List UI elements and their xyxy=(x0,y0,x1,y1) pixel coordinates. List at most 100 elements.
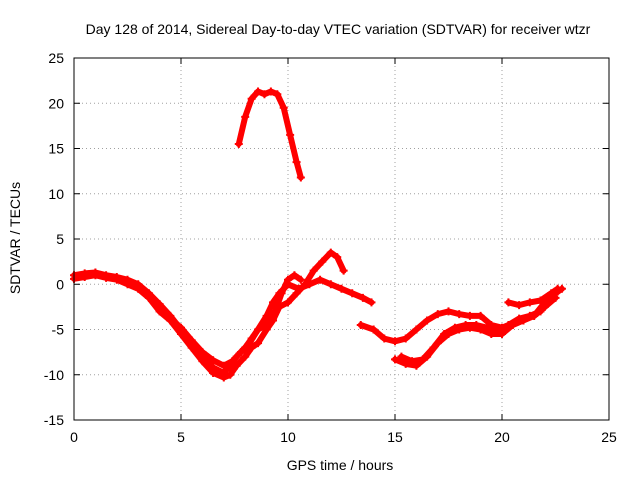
data-point xyxy=(284,298,292,307)
data-point xyxy=(408,357,417,366)
chart-title: Day 128 of 2014, Sidereal Day-to-day VTE… xyxy=(86,21,591,37)
series-trace xyxy=(156,276,375,369)
data-point xyxy=(198,348,207,357)
data-point xyxy=(155,305,164,314)
data-point xyxy=(80,273,89,282)
x-tick-label: 0 xyxy=(70,429,78,445)
data-point xyxy=(333,253,342,262)
y-tick-label: 10 xyxy=(48,186,64,202)
series-trace xyxy=(398,288,561,365)
data-point xyxy=(318,257,327,266)
data-point xyxy=(269,316,278,325)
data-point xyxy=(296,173,305,182)
data-point xyxy=(476,311,485,320)
data-point xyxy=(247,94,256,103)
y-tick-label: 20 xyxy=(48,95,64,111)
data-point xyxy=(134,284,143,293)
data-point xyxy=(294,284,303,293)
data-point xyxy=(309,266,318,275)
y-axis-label: SDTVAR / TECUs xyxy=(7,182,23,294)
x-tick-label: 10 xyxy=(280,429,296,445)
data-point xyxy=(286,130,295,139)
data-point xyxy=(483,323,492,332)
data-point xyxy=(254,339,263,348)
data-point xyxy=(241,352,250,361)
data-point xyxy=(305,280,314,289)
x-tick-label: 5 xyxy=(177,429,185,445)
data-point xyxy=(226,370,235,379)
data-point xyxy=(553,284,562,293)
data-point xyxy=(348,289,357,298)
data-point xyxy=(525,311,534,320)
data-point xyxy=(504,320,513,329)
y-tick-label: -5 xyxy=(52,322,65,338)
data-point xyxy=(254,87,263,96)
data-point xyxy=(423,316,432,325)
data-point xyxy=(367,298,376,307)
data-point xyxy=(198,357,207,366)
data-point xyxy=(187,336,196,345)
data-point xyxy=(245,339,254,348)
data-point xyxy=(356,320,365,329)
data-point xyxy=(254,325,263,334)
data-point xyxy=(547,289,556,298)
y-tick-label: 15 xyxy=(48,141,64,157)
data-point xyxy=(515,301,524,310)
data-point xyxy=(391,337,399,346)
data-point xyxy=(112,275,121,284)
data-point xyxy=(269,298,278,307)
y-tick-label: -10 xyxy=(44,367,64,383)
data-point xyxy=(536,307,545,316)
data-point xyxy=(369,325,378,334)
data-point xyxy=(236,348,245,357)
data-point xyxy=(273,90,282,99)
data-point xyxy=(440,330,449,339)
data-point xyxy=(391,355,399,364)
data-point xyxy=(429,343,438,352)
y-tick-label: 0 xyxy=(56,276,64,292)
data-point xyxy=(166,314,175,323)
data-point xyxy=(275,302,284,311)
series-arc-4 xyxy=(155,275,376,370)
data-point xyxy=(455,310,464,319)
data-point xyxy=(337,284,346,293)
data-point xyxy=(292,158,301,167)
data-point xyxy=(102,273,111,282)
data-point xyxy=(493,325,502,334)
series-arc-7 xyxy=(397,287,562,366)
data-point xyxy=(209,368,218,377)
data-point xyxy=(275,289,284,298)
data-point xyxy=(260,90,269,99)
data-point xyxy=(461,320,470,329)
data-point xyxy=(472,320,481,329)
data-point xyxy=(536,296,545,305)
data-point xyxy=(412,325,421,334)
data-point xyxy=(504,298,513,307)
data-point xyxy=(209,356,218,365)
grid xyxy=(74,58,609,420)
data-point xyxy=(219,361,228,370)
y-tick-label: 5 xyxy=(56,231,64,247)
axis-ticks: 0 5 10 15 20 25 -15 -10 -5 0 5 10 15 20 25 xyxy=(44,50,617,445)
data-point xyxy=(219,373,228,382)
x-axis-label: GPS time / hours xyxy=(287,457,394,473)
data-point xyxy=(444,307,453,316)
data-point xyxy=(418,355,427,364)
series-arc-8 xyxy=(504,284,562,310)
data-point xyxy=(433,310,442,319)
data-point xyxy=(228,357,237,366)
data-point xyxy=(465,311,474,320)
x-tick-label: 15 xyxy=(387,429,403,445)
data-point xyxy=(450,323,459,332)
data-point xyxy=(296,275,305,284)
data-point xyxy=(358,293,367,302)
data-point xyxy=(397,352,406,361)
data-point xyxy=(234,139,243,148)
data-point xyxy=(144,293,153,302)
data-point xyxy=(91,271,100,280)
data-point xyxy=(262,325,271,334)
x-tick-label: 20 xyxy=(494,429,510,445)
data-point xyxy=(401,334,410,343)
data-point xyxy=(515,314,524,323)
